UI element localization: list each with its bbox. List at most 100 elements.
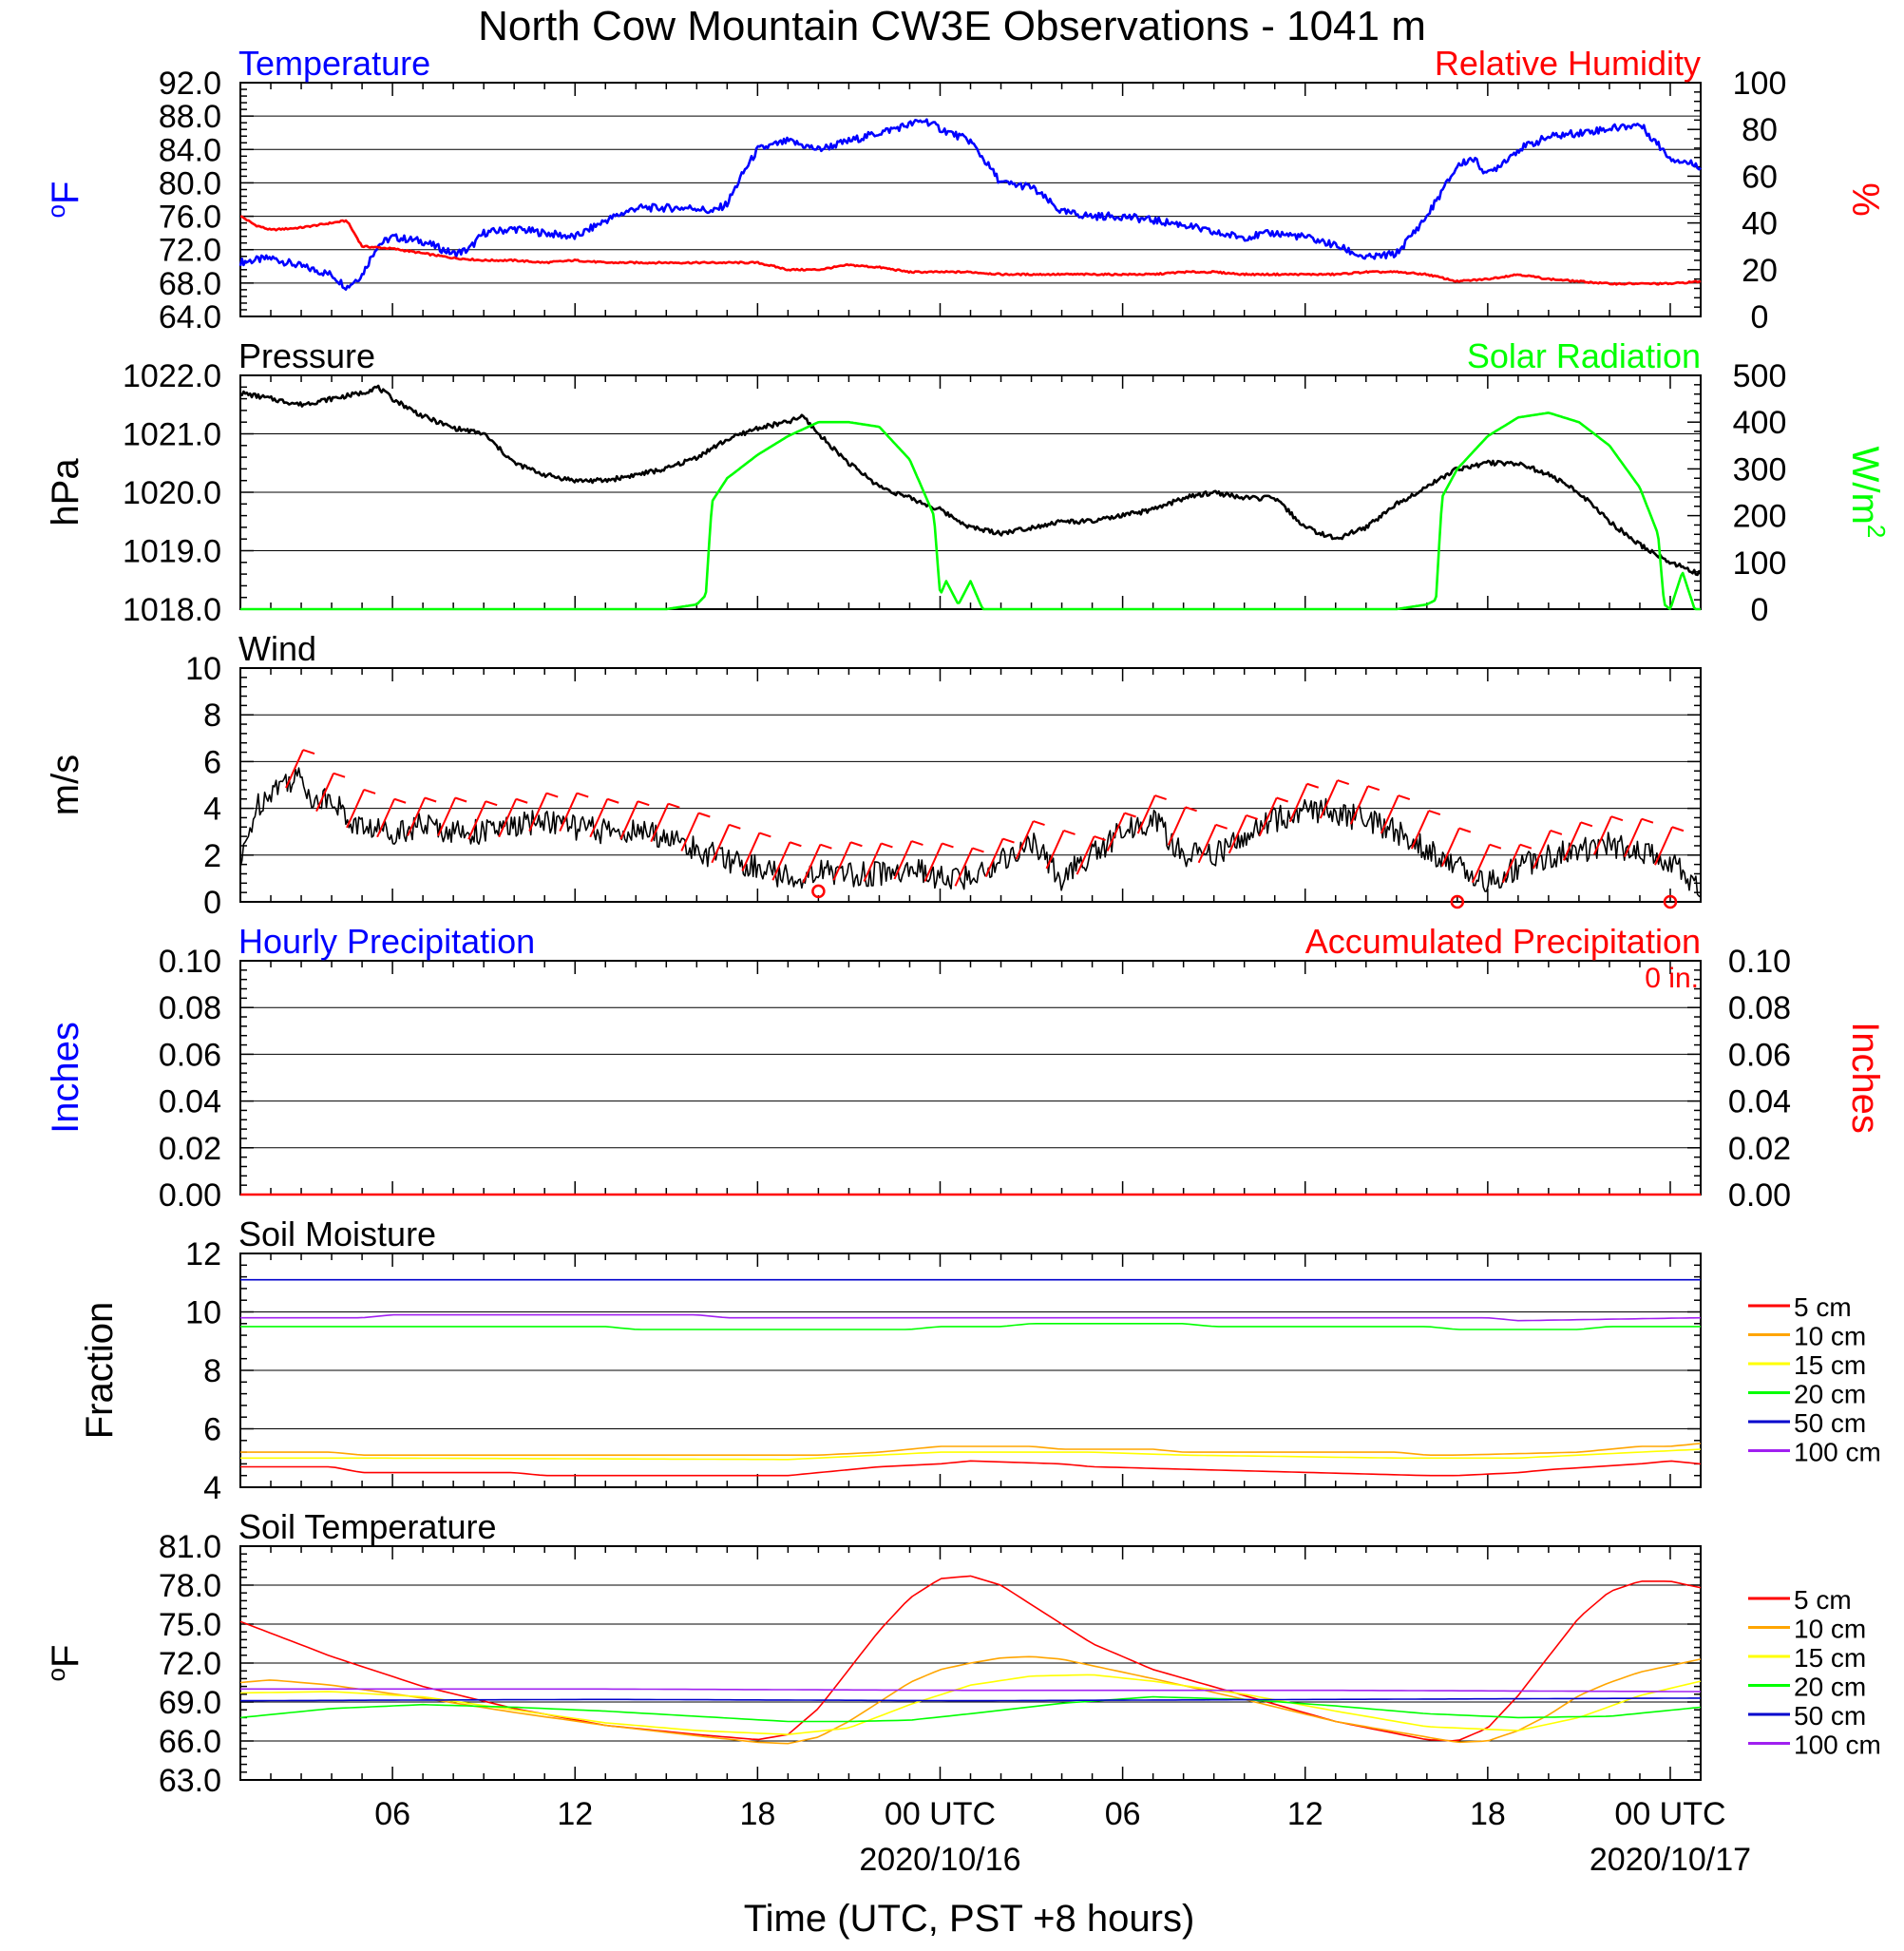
legend-label: 100 cm — [1794, 1731, 1881, 1760]
y-tick-label-left: 66.0 — [159, 1724, 221, 1760]
date-label: 2020/10/16 — [859, 1842, 1020, 1878]
wind-barb-flag — [363, 788, 376, 794]
wind-barb-flag — [1276, 796, 1289, 803]
panels-group: 92.088.084.080.076.072.068.064.010080604… — [42, 44, 1891, 1799]
wind-barb — [1228, 814, 1247, 854]
wind-barb — [771, 841, 791, 881]
x-axis-label: Time (UTC, PST +8 hours) — [744, 1898, 1195, 1940]
wind-barb — [984, 838, 1004, 877]
plot-frame — [239, 82, 1702, 317]
wind-barb — [893, 840, 913, 880]
y-tick-label-left: 1018.0 — [123, 592, 221, 628]
wind-barb — [315, 773, 334, 813]
panel-left-title: Wind — [238, 629, 316, 668]
y-tick-label-left: 0.00 — [159, 1177, 221, 1214]
wind-barb-flag — [1398, 794, 1411, 800]
wind-barb — [498, 798, 518, 838]
y-tick-label-left: 78.0 — [159, 1568, 221, 1604]
x-tick-label: 00 UTC — [885, 1796, 996, 1832]
series-line-10 cm — [240, 1443, 1702, 1456]
wind-barb — [1167, 806, 1187, 846]
y-axis-label-right: Inches — [1844, 1022, 1886, 1134]
y-tick-label-right: 0.06 — [1728, 1037, 1791, 1073]
y-tick-label-right: 40 — [1742, 206, 1778, 242]
wind-barb-flag — [576, 792, 589, 798]
series-line-10 cm — [239, 1655, 1702, 1745]
wind-barb — [1076, 835, 1095, 875]
y-axis-label-left: oF — [42, 1645, 86, 1682]
y-tick-label-left: 69.0 — [159, 1685, 221, 1721]
wind-barb — [650, 803, 670, 843]
legend-label: 20 cm — [1794, 1380, 1866, 1409]
y-tick-label-left: 8 — [203, 1353, 221, 1389]
wind-barb — [741, 832, 761, 871]
panel-wind: 10 8 6 4 2 0 Wind m/s — [45, 629, 1702, 921]
y-tick-label-left: 72.0 — [159, 1646, 221, 1682]
x-tick-label: 18 — [739, 1796, 775, 1832]
y-tick-label-right: 400 — [1733, 405, 1787, 441]
y-tick-label-right: 0 — [1751, 299, 1769, 335]
degree-symbol: o — [42, 204, 70, 218]
y-tick-label-right: 0.08 — [1728, 990, 1791, 1026]
wind-barb-flag — [1550, 830, 1563, 835]
panel-left-title: Soil Temperature — [238, 1507, 496, 1546]
panel-precip: 0.10 0.08 0.06 0.04 0.02 0.00 0.10 0.08 0.06 0.04… — [45, 922, 1886, 1214]
wind-barb — [954, 847, 974, 887]
date-label: 2020/10/17 — [1590, 1842, 1751, 1878]
y-tick-label-left: 4 — [203, 792, 221, 828]
panel-soil-temperature: 81.078.075.072.069.066.063.0 Soil Tempera… — [42, 1507, 1881, 1799]
y-tick-label-left: 0 — [203, 885, 221, 921]
legend-label: 5 cm — [1794, 1292, 1852, 1322]
y-axis-label-text: oF — [42, 182, 86, 219]
wind-barb — [1471, 844, 1491, 884]
wind-barb-flag — [1033, 820, 1045, 827]
y-tick-label-left: 6 — [203, 744, 221, 780]
wind-barb-flag — [942, 842, 954, 849]
wind-barb-flag — [1489, 843, 1502, 850]
wind-barb — [863, 843, 883, 882]
wind-barb-flag — [545, 792, 559, 798]
y-tick-label-left: 1022.0 — [123, 358, 221, 394]
calm-wind-marker — [1663, 894, 1678, 909]
y-axis-label-right: % — [1844, 182, 1886, 217]
legend-label: 50 cm — [1794, 1408, 1866, 1438]
y-tick-label-right: 0.04 — [1728, 1084, 1791, 1120]
y-tick-label-left: 4 — [203, 1470, 221, 1506]
series-line-15 cm — [239, 1674, 1702, 1735]
accumulated-total: 0 in. — [1645, 963, 1699, 994]
x-tick-label: 06 — [1105, 1796, 1141, 1832]
panel-right-title: Accumulated Precipitation — [1305, 922, 1701, 961]
series-line-left — [239, 767, 1702, 898]
wind-barb — [1654, 826, 1673, 866]
x-tick-label: 00 UTC — [1614, 1796, 1725, 1832]
y-tick-label-left: 0.02 — [159, 1131, 221, 1167]
y-tick-label-left: 72.0 — [159, 233, 221, 269]
y-tick-label-left: 0.04 — [159, 1084, 221, 1120]
y-tick-label-right: 0 — [1751, 592, 1769, 628]
wind-barb — [1349, 785, 1369, 825]
series-line-right — [240, 411, 1701, 611]
wind-barb-flag — [667, 802, 680, 809]
y-tick-label-right: 100 — [1733, 66, 1787, 102]
legend-label: 50 cm — [1794, 1701, 1866, 1731]
wind-barb — [1015, 820, 1035, 860]
wind-barb — [407, 797, 427, 836]
y-tick-label-left: 1020.0 — [123, 475, 221, 511]
y-tick-label-right: 80 — [1742, 112, 1778, 148]
wind-barb — [467, 800, 487, 840]
wind-barb — [1197, 824, 1217, 864]
y-tick-label-right: 20 — [1742, 253, 1778, 289]
wind-barb-flag — [1094, 835, 1106, 842]
y-tick-label-left: 6 — [203, 1412, 221, 1448]
degree-symbol: o — [42, 1668, 70, 1681]
wind-barb-flag — [1458, 827, 1472, 833]
wind-barb-flag — [393, 797, 407, 804]
wind-barb-flag — [1367, 785, 1380, 792]
panel-left-title: Temperature — [238, 44, 430, 83]
wind-barb — [832, 841, 852, 881]
series-line-100 cm — [240, 1313, 1702, 1322]
wind-barb-flag — [1428, 810, 1441, 815]
wind-barb-flag — [790, 841, 802, 848]
y-axis-label-left: oF — [42, 182, 86, 219]
y-tick-label-left: 80.0 — [159, 165, 221, 201]
